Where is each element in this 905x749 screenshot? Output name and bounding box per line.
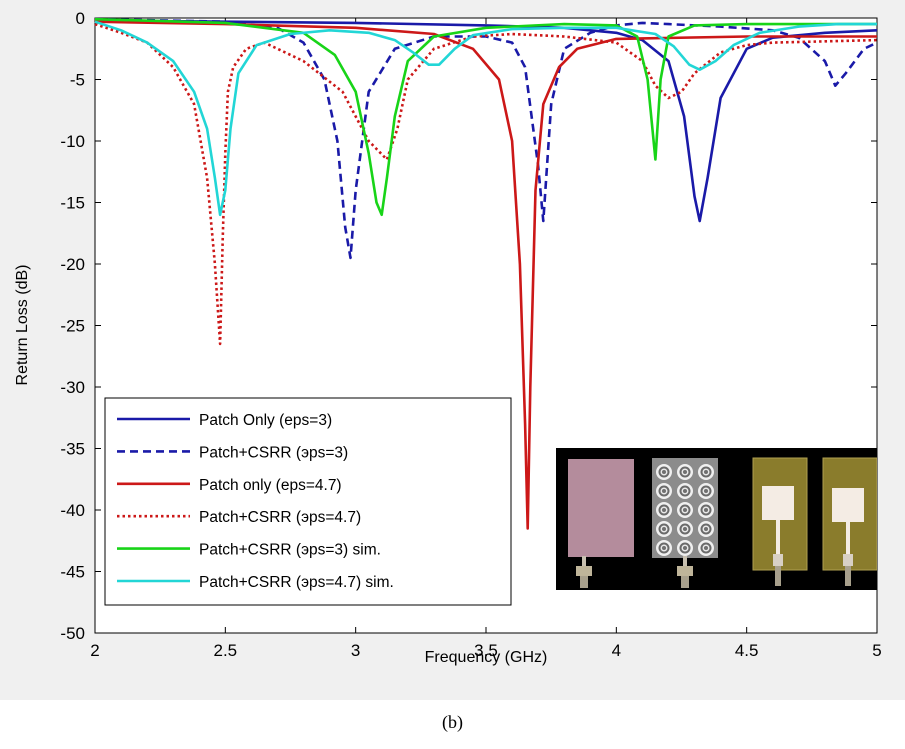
series-line-5 — [94, 17, 877, 217]
legend-entry-6: Patch+CSRR (эps=4.7) sim. — [199, 574, 394, 591]
y-tick-label: -5 — [70, 71, 85, 90]
csrr-array-board — [652, 458, 718, 588]
fr4-patch-board-1 — [752, 457, 808, 586]
x-tick-label: 3.5 — [474, 641, 498, 660]
y-tick-label: -15 — [60, 194, 85, 213]
bare-patch-board — [568, 459, 634, 588]
fr4-patch-board-2 — [822, 457, 878, 586]
legend-entry-1: Patch Only (eps=3) — [199, 412, 332, 429]
legend-entry-3: Patch only (eps=4.7) — [199, 477, 342, 494]
legend-entry-5: Patch+CSRR (эps=3) sim. — [199, 542, 381, 559]
x-axis-label: Frequency (GHz) — [425, 649, 548, 666]
x-tick-label: 2 — [90, 641, 99, 660]
y-tick-label: -40 — [60, 501, 85, 520]
x-tick-label: 5 — [872, 641, 881, 660]
x-tick-label: 4 — [612, 641, 621, 660]
figure-panel: 2 2.5 3 3.5 4 4.5 5 0 -5 -10 -15 -20 -25 -30 -35 -40 -45… — [0, 0, 905, 700]
legend-box — [104, 397, 512, 606]
x-tick-label: 2.5 — [214, 641, 238, 660]
y-tick-label: -35 — [60, 440, 85, 459]
legend-entry-4: Patch+CSRR (эps=4.7) — [199, 509, 361, 526]
figure-caption: (b) — [442, 712, 463, 732]
y-tick-label: 0 — [76, 9, 85, 28]
x-tick-label: 4.5 — [735, 641, 759, 660]
y-tick-label: -50 — [60, 624, 85, 643]
y-tick-label: -30 — [60, 378, 85, 397]
y-tick-label: -45 — [60, 563, 85, 582]
y-tick-label: -10 — [60, 132, 85, 151]
legend: Patch Only (eps=3) Patch+CSRR (эps=3) Patc… — [104, 397, 512, 606]
y-tick-label: -25 — [60, 317, 85, 336]
antenna-photo — [556, 448, 878, 590]
x-tick-label: 3 — [351, 641, 360, 660]
series-line-4 — [94, 22, 878, 346]
return-loss-chart: 2 2.5 3 3.5 4 4.5 5 0 -5 -10 -15 -20 -25 -30 -35 -40 -45… — [14, 9, 882, 666]
series-line-6 — [94, 20, 877, 217]
y-axis-label: Return Loss (dB) — [14, 265, 31, 386]
series-line-3 — [94, 20, 877, 530]
antenna-photo-inset — [556, 448, 878, 590]
legend-entry-2: Patch+CSRR (эps=3) — [199, 444, 348, 461]
y-tick-label: -20 — [60, 255, 85, 274]
